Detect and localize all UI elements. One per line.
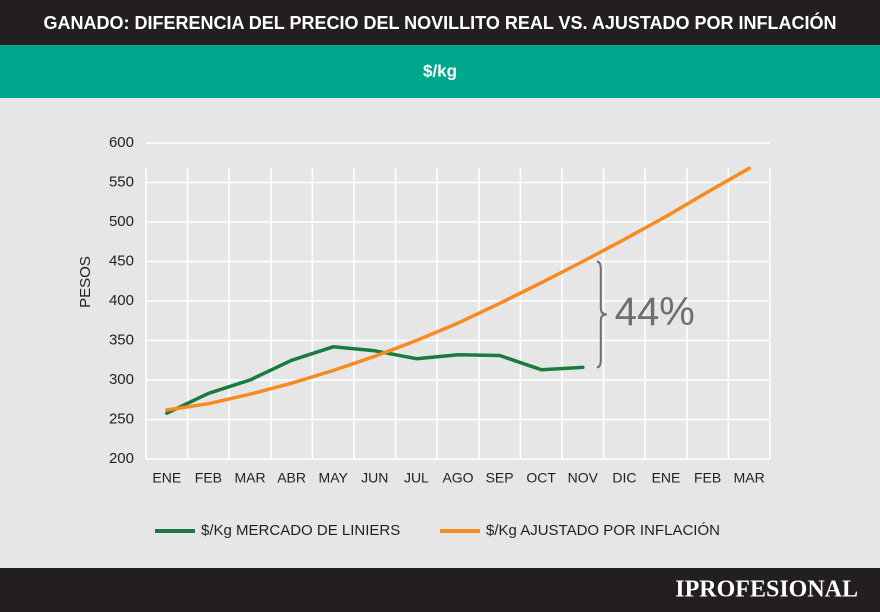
annotation: 44% — [615, 290, 695, 334]
chart-subtitle: $/kg — [423, 61, 457, 80]
y-tick-label: 400 — [109, 292, 134, 309]
x-tick-label: ENE — [652, 470, 681, 486]
series-line — [165, 345, 585, 415]
brace — [596, 260, 607, 369]
brand-logo: IPROFESIONAL — [675, 577, 858, 603]
x-tick-label: MAR — [234, 470, 265, 486]
x-tick-label: JUN — [361, 470, 388, 486]
y-tick-label: 600 — [109, 134, 134, 151]
x-tick-label: MAY — [319, 470, 349, 486]
x-tick-label: MAR — [734, 470, 765, 486]
y-tick-label: 350 — [109, 331, 134, 348]
footer-bar — [0, 568, 880, 612]
y-tick-label: 500 — [109, 213, 134, 230]
y-tick-label: 550 — [109, 173, 134, 190]
y-tick-label: 450 — [109, 252, 134, 269]
y-tick-label: 200 — [109, 450, 134, 467]
header-bar — [0, 0, 880, 45]
legend-label: $/Kg AJUSTADO POR INFLACIÓN — [486, 522, 720, 539]
x-tick-label: JUL — [404, 470, 429, 486]
x-tick-label: DIC — [612, 470, 636, 486]
y-tick-label: 250 — [109, 410, 134, 427]
x-tick-label: ENE — [152, 470, 181, 486]
x-tick-label: OCT — [526, 470, 556, 486]
subtitle-bar — [0, 45, 880, 98]
x-tick-label: FEB — [195, 470, 222, 486]
x-tick-label: NOV — [568, 470, 599, 486]
chart-title: GANADO: DIFERENCIA DEL PRECIO DEL NOVILL… — [43, 12, 836, 33]
x-tick-label: ABR — [277, 470, 306, 486]
x-tick-label: AGO — [442, 470, 473, 486]
legend-label: $/Kg MERCADO DE LINIERS — [201, 522, 400, 539]
x-tick-label: SEP — [486, 470, 514, 486]
x-tick-label: FEB — [694, 470, 721, 486]
series-line — [165, 166, 751, 412]
y-axis-label: PESOS — [77, 256, 94, 308]
y-tick-label: 300 — [109, 371, 134, 388]
